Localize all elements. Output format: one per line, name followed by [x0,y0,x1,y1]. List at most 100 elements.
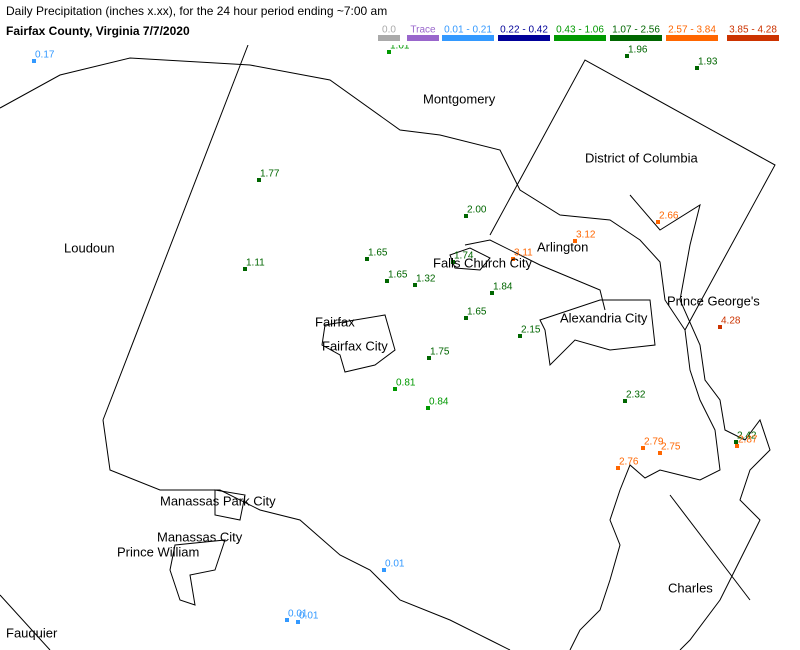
legend-swatch [727,35,779,41]
place-label: Prince William [117,544,199,559]
legend-swatch [442,35,494,41]
east-shore [629,194,771,650]
station-value: 1.84 [493,282,513,293]
station-dot [393,387,397,391]
station-dot [257,178,261,182]
station-value: 4.28 [721,316,741,327]
station-dot [387,50,391,54]
place-label: District of Columbia [585,150,698,165]
station-value: 0.01 [299,611,319,622]
place-label: Montgomery [423,91,496,106]
station-dot [32,59,36,63]
station-dot [616,466,620,470]
place-label: Fauquier [6,625,58,640]
station-value: 0.01 [385,559,405,570]
station-value: 2.79 [644,437,664,448]
prince-william-border [102,419,511,650]
stations: 0.17 1.01 1.96 1.93 1.77 2.00 2.66 3.12 3.11 1.65… [32,41,758,624]
loudoun-border [102,44,249,421]
station-value: 2.00 [467,205,487,216]
station-value: 1.77 [260,169,280,180]
station-value: 1.75 [430,347,450,358]
station-dot [285,618,289,622]
title: Daily Precipitation (inches x.xx), for t… [6,4,387,18]
station-value: 1.74 [454,251,474,262]
legend-label: 2.57 - 3.84 [668,25,716,36]
station-dot [718,325,722,329]
place-label: Falls Church City [433,255,532,270]
station-value: 2.75 [661,442,681,453]
subtitle: Fairfax County, Virginia 7/7/2020 [6,24,190,38]
place-label: Manassas City [157,529,243,544]
station-value: 3.12 [576,230,596,241]
place-label: Arlington [537,239,588,254]
legend-swatch [378,35,400,41]
station-value: 2.87 [738,435,758,446]
station-dot [658,451,662,455]
legend-label: 0.43 - 1.06 [556,25,604,36]
station-dot [695,66,699,70]
boundaries [0,44,776,650]
station-dot [656,220,660,224]
fauquier-border [0,594,51,650]
station-value: 0.17 [35,50,55,61]
station-dot [573,239,577,243]
station-value: 2.76 [619,457,639,468]
station-value: 3.11 [514,248,533,259]
station-dot [641,446,645,450]
fairfax-city-border [321,314,396,373]
dc-border [489,59,776,331]
station-value: 1.32 [416,274,436,285]
legend-label: 0.0 [382,25,396,36]
station-dot [625,54,629,58]
legend-swatch [498,35,550,41]
place-label: Prince George's [667,293,760,308]
station-dot [413,283,417,287]
station-value: 0.81 [396,378,416,389]
station-dot [427,356,431,360]
legend-label: Trace [410,25,436,36]
station-dot [464,316,468,320]
legend: 0.0 Trace 0.01 - 0.21 0.22 - 0.42 0.43 - 1.0… [378,25,779,41]
station-dot [451,260,455,264]
station-dot [426,406,430,410]
charles-border [669,494,751,601]
manassas-border [169,489,246,606]
legend-label: 1.07 - 2.56 [612,25,660,36]
station-value: 1.96 [628,45,648,56]
station-value: 2.15 [521,325,541,336]
legend-label: 0.22 - 0.42 [500,25,548,36]
legend-label: 0.01 - 0.21 [444,25,492,36]
station-dot [511,257,515,261]
station-value: 2.66 [659,211,679,222]
station-value: 2.42 [737,431,757,442]
station-dot [385,279,389,283]
legend-swatch [554,35,606,41]
arlington-border [464,239,606,311]
station-dot [490,291,494,295]
station-dot [464,214,468,218]
station-value: 1.65 [388,270,408,281]
alexandria-border [539,299,656,367]
station-dot [518,334,522,338]
station-dot [296,620,300,624]
legend-swatch [407,35,439,41]
place-label: Charles [668,580,713,595]
legend-swatch [610,35,662,41]
legend-label: 3.85 - 4.28 [729,25,777,36]
legend-swatch [666,35,718,41]
station-value: 0.84 [429,397,449,408]
station-value: 2.32 [626,390,646,401]
station-value: 1.11 [246,258,265,269]
station-dot [735,444,739,448]
potomac-river [0,57,721,650]
places: Montgomery District of Columbia Loudoun Arl… [6,91,760,640]
station-dot [243,267,247,271]
place-label: Fairfax City [322,338,388,353]
falls-church-border [449,247,491,271]
station-dot [382,568,386,572]
station-dot [365,257,369,261]
station-value: 1.65 [467,307,487,318]
station-value: 1.01 [390,41,410,52]
